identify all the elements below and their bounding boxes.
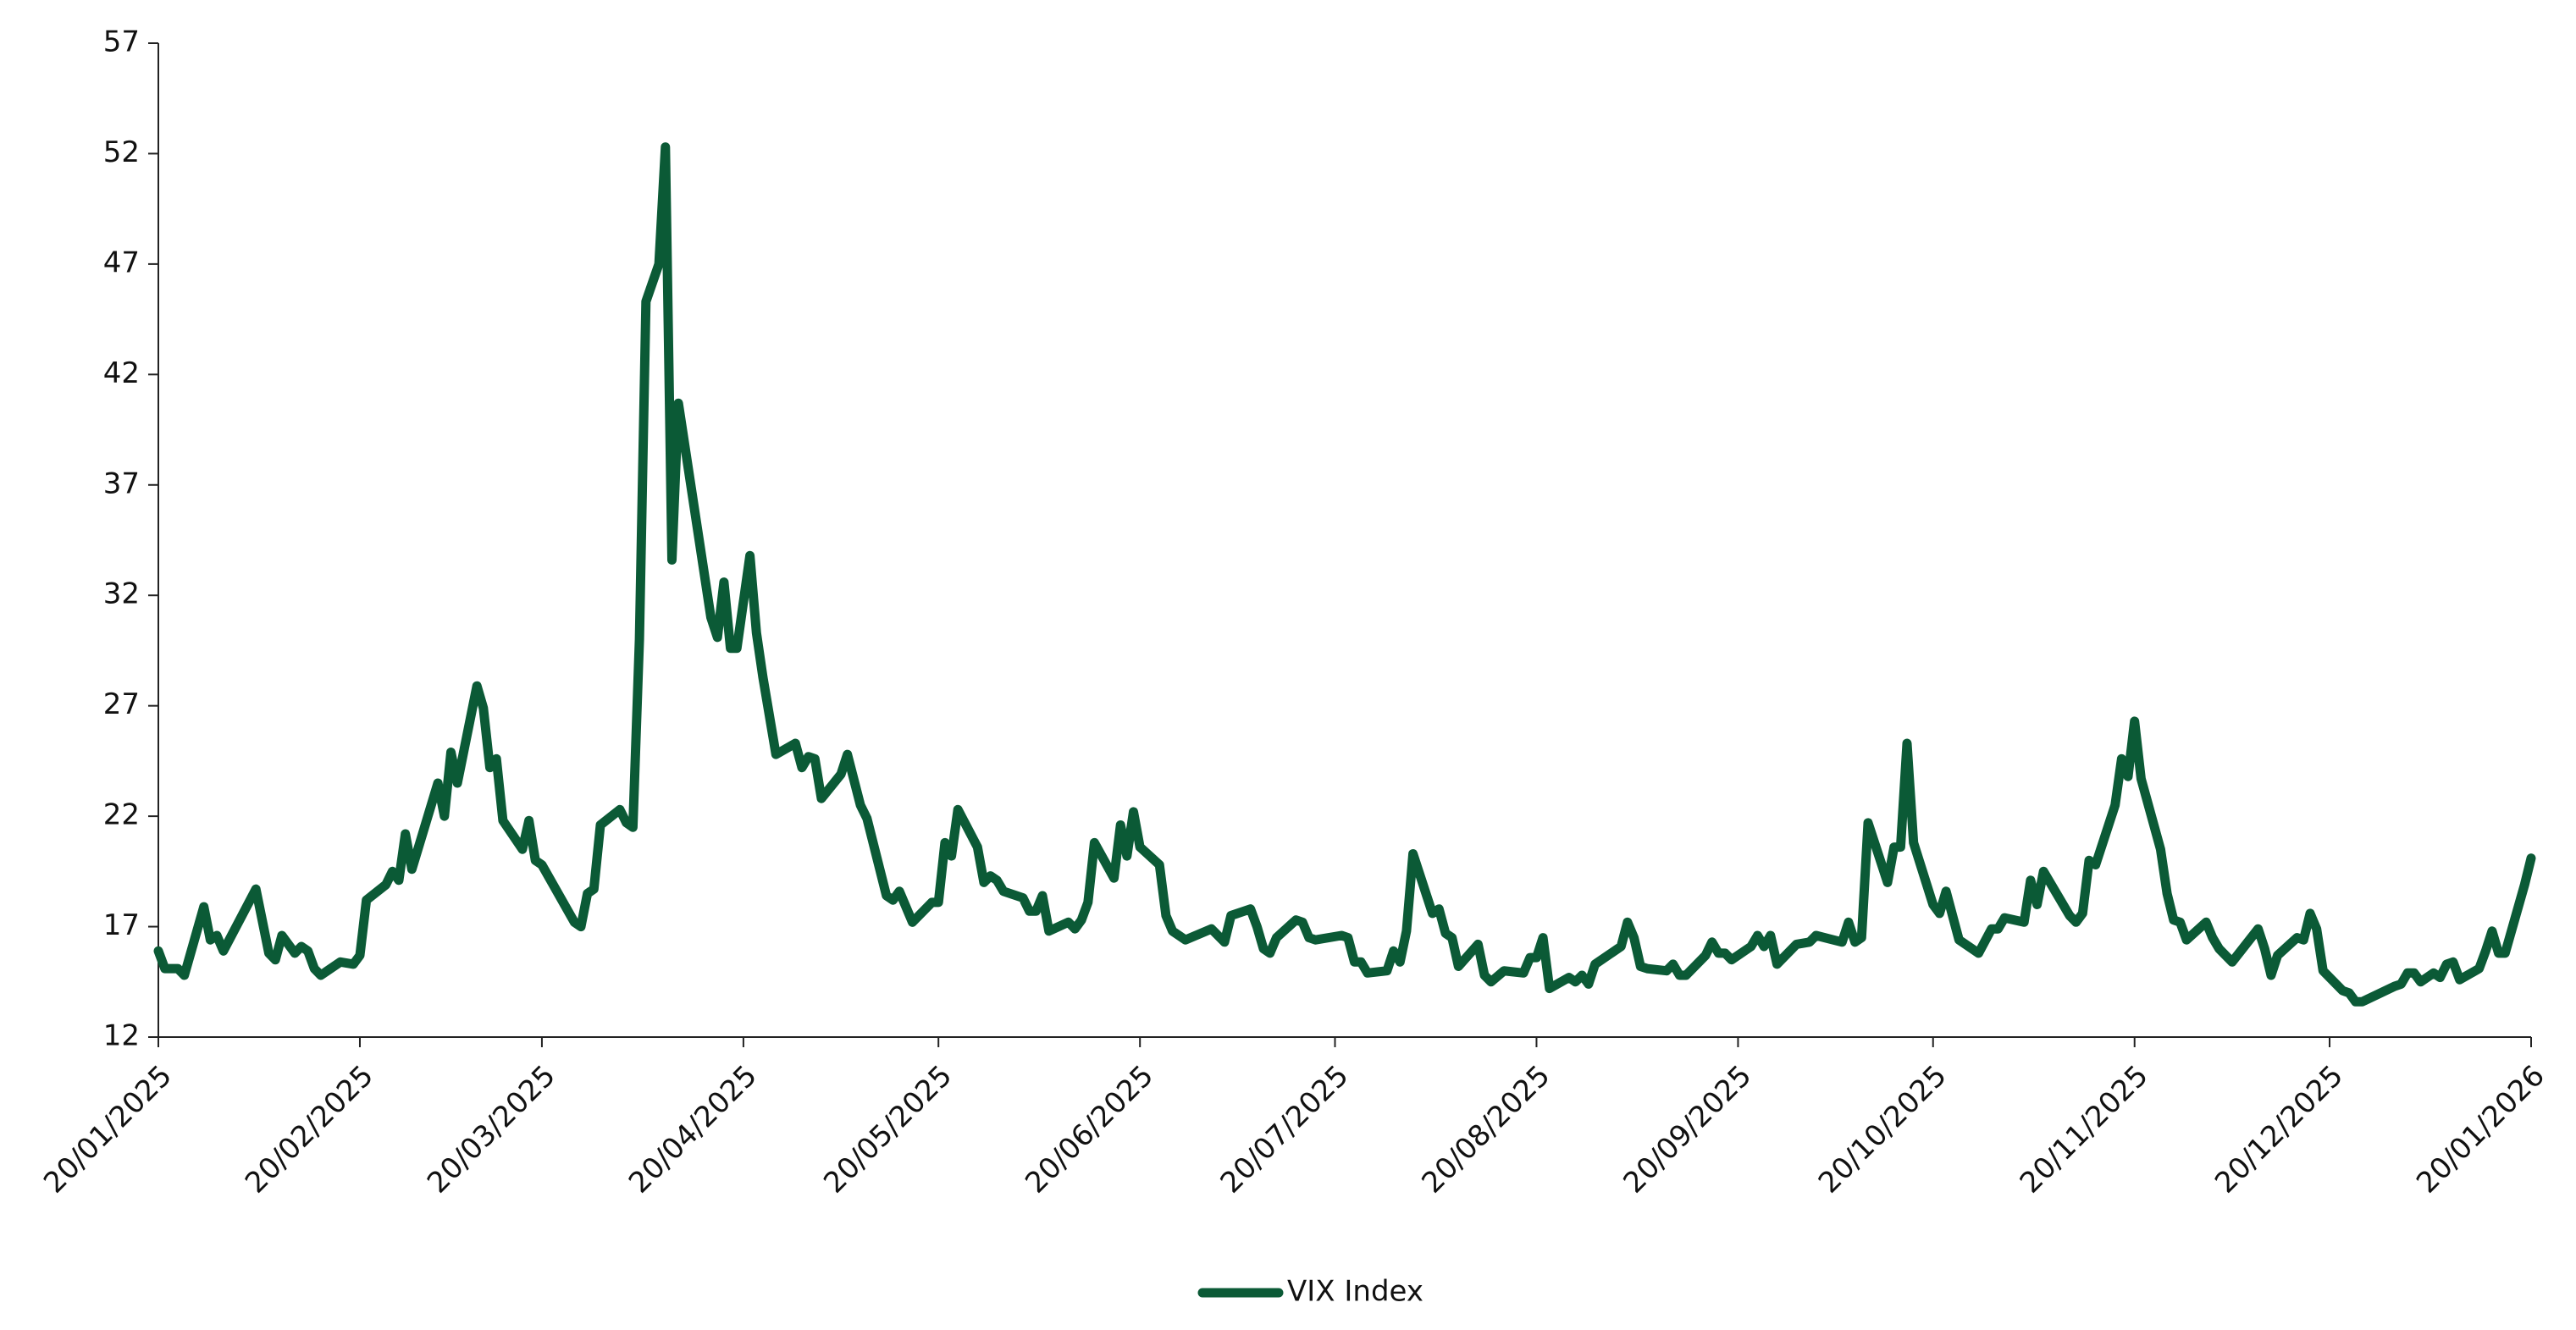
x-tick-label: 20/01/2025 — [37, 1059, 179, 1200]
x-tick-label: 20/02/2025 — [239, 1059, 380, 1200]
x-tick-label: 20/01/2026 — [2410, 1059, 2551, 1200]
y-tick-label: 17 — [103, 908, 140, 942]
legend-label: VIX Index — [1287, 1275, 1423, 1309]
x-tick-label: 20/10/2025 — [1812, 1059, 1954, 1200]
y-tick-label: 47 — [103, 246, 140, 279]
y-tick-label: 42 — [103, 356, 140, 390]
y-tick-label: 52 — [103, 135, 140, 169]
x-tick-label: 20/05/2025 — [817, 1059, 959, 1200]
x-tick-label: 20/06/2025 — [1019, 1059, 1160, 1200]
y-tick-label: 27 — [103, 687, 140, 721]
x-tick-label: 20/12/2025 — [2208, 1059, 2350, 1200]
x-tick-label: 20/07/2025 — [1214, 1059, 1356, 1200]
x-tick-label: 20/03/2025 — [421, 1059, 562, 1200]
x-tick-label: 20/04/2025 — [622, 1059, 764, 1200]
y-tick-label: 32 — [103, 577, 140, 611]
y-tick-label: 37 — [103, 466, 140, 500]
y-tick-label: 22 — [103, 798, 140, 832]
x-tick-label: 20/08/2025 — [1416, 1059, 1557, 1200]
y-tick-label: 12 — [103, 1019, 140, 1053]
x-tick-label: 20/11/2025 — [2014, 1059, 2155, 1200]
x-tick-label: 20/09/2025 — [1617, 1059, 1758, 1200]
y-tick-label: 57 — [103, 25, 140, 59]
line-series — [153, 142, 2536, 1007]
